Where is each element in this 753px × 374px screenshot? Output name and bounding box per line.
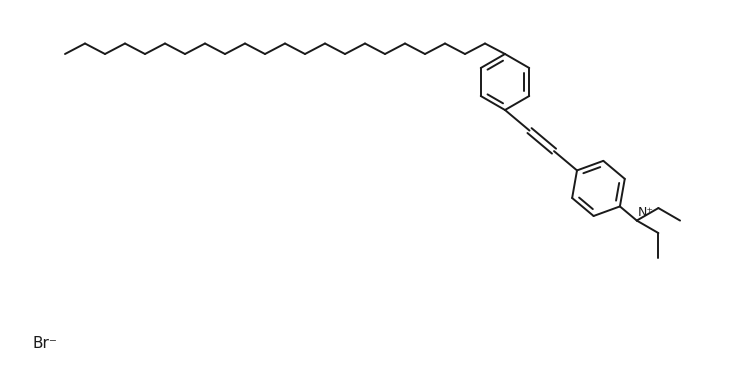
- Text: Br⁻: Br⁻: [32, 337, 57, 352]
- Text: N⁺: N⁺: [638, 206, 654, 218]
